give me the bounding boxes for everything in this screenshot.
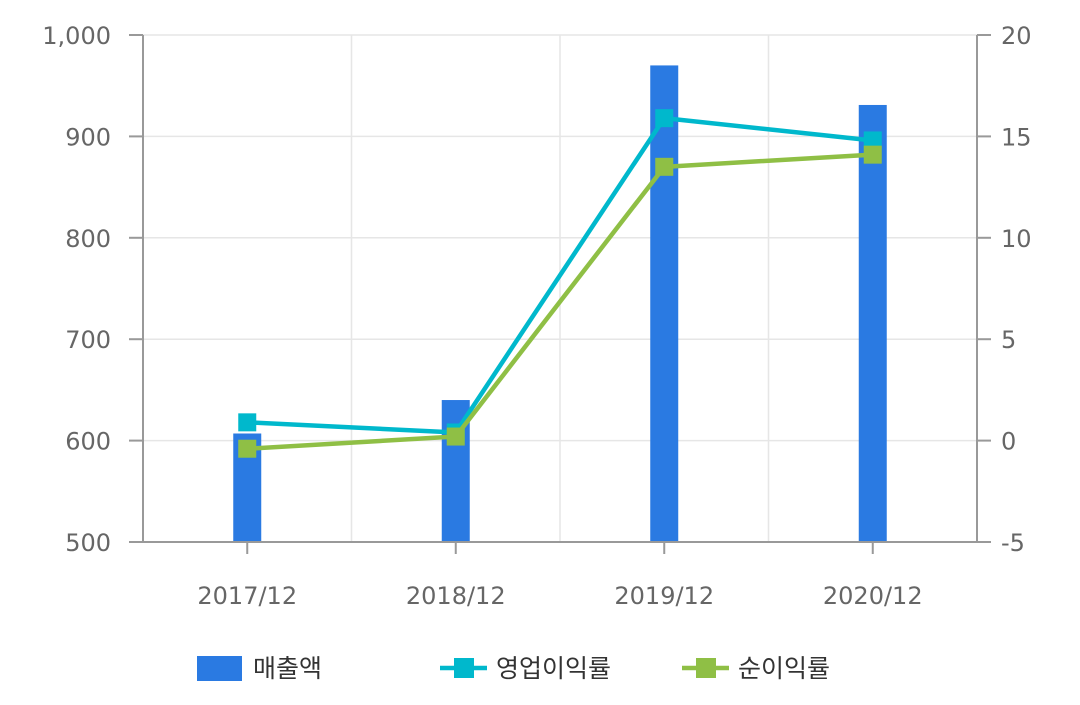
point-1-2019/12	[655, 109, 674, 128]
legend-swatch-marker	[454, 658, 474, 678]
legend-label: 순이익률	[738, 654, 830, 683]
point-1-2017/12	[238, 413, 257, 432]
right-tick-label: -5	[1001, 529, 1025, 557]
left-tick-label: 700	[65, 326, 111, 354]
x-tick-label: 2019/12	[614, 582, 714, 610]
right-tick-label: 10	[1001, 225, 1032, 253]
point-2-2018/12	[446, 427, 465, 446]
bar-2019/12	[650, 65, 679, 543]
gridlines	[143, 34, 977, 543]
x-tick-label: 2017/12	[197, 582, 297, 610]
left-tick-label: 800	[65, 225, 111, 253]
point-2-2017/12	[238, 439, 257, 458]
right-tick-label: 5	[1001, 326, 1016, 354]
line-2	[247, 152, 873, 451]
legend: 매출액 영업이익률 순이익률	[197, 654, 830, 683]
x-tick-label: 2020/12	[823, 582, 923, 610]
x-tick-label: 2018/12	[406, 582, 506, 610]
left-tick-label: 900	[65, 123, 111, 151]
axes: 500 600 700 800 900 1,000 -5 0 5 10 15 20 2017/12 201…	[42, 22, 1031, 610]
right-tick-label: 15	[1001, 123, 1032, 151]
right-tick-label: 0	[1001, 428, 1016, 456]
left-tick-label: 600	[65, 428, 111, 456]
legend-swatch-bar	[197, 656, 242, 681]
point-2-2020/12	[863, 145, 882, 164]
left-tick-label: 500	[65, 529, 111, 557]
legend-swatch-marker	[696, 658, 716, 678]
line-1	[247, 115, 873, 435]
line-series	[238, 109, 882, 458]
left-tick-label: 1,000	[42, 22, 111, 50]
legend-label: 영업이익률	[496, 654, 611, 683]
right-tick-label: 20	[1001, 22, 1032, 50]
point-2-2019/12	[655, 157, 674, 176]
bar-2020/12	[858, 104, 887, 542]
legend-label: 매출액	[253, 654, 322, 683]
point-1-2020/12	[863, 131, 882, 150]
